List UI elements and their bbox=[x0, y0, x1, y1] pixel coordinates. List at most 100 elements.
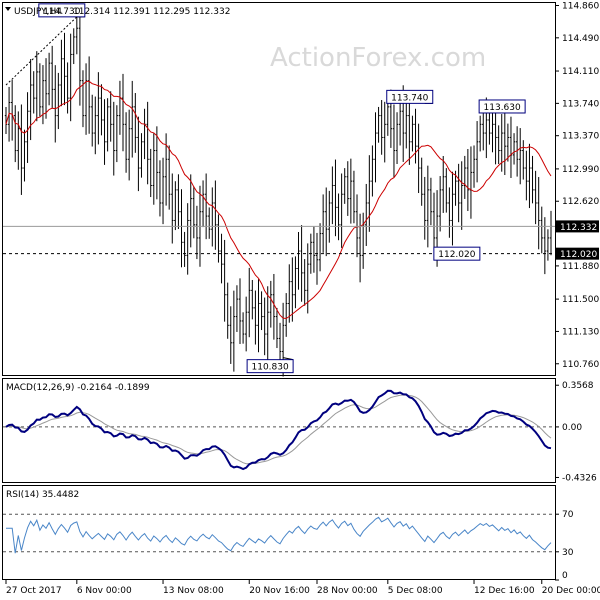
price-bar bbox=[426, 165, 430, 248]
price-bar bbox=[383, 101, 386, 163]
price-bar bbox=[522, 140, 525, 180]
price-bar bbox=[331, 166, 334, 225]
price-bar bbox=[66, 62, 69, 114]
price-bar bbox=[423, 176, 426, 240]
price-bar bbox=[429, 177, 433, 226]
price-bar bbox=[257, 279, 260, 353]
price-bar bbox=[97, 72, 100, 145]
price-bar bbox=[140, 133, 143, 178]
price-bar bbox=[395, 112, 399, 165]
price-bar bbox=[537, 177, 540, 250]
y-tick-label: 114.490 bbox=[562, 34, 599, 44]
y-tick-label: 114.110 bbox=[562, 67, 599, 77]
price-bar bbox=[491, 107, 494, 153]
price-bar bbox=[223, 239, 226, 322]
price-bar bbox=[248, 267, 251, 338]
price-bar bbox=[161, 157, 165, 225]
price-annotation: 114.730 bbox=[38, 3, 86, 18]
price-bar bbox=[50, 45, 54, 109]
price-bar bbox=[69, 33, 72, 122]
axis-labels: 114.860 114.490 114.110 113.740 113.370 112.9… bbox=[5, 1, 600, 596]
price-bar bbox=[478, 115, 482, 152]
price-bar bbox=[284, 293, 288, 337]
price-bar bbox=[171, 173, 174, 244]
price-bar bbox=[546, 229, 550, 261]
price-bar bbox=[497, 125, 500, 165]
price-bar bbox=[124, 112, 128, 173]
price-bar bbox=[365, 183, 368, 246]
price-bar bbox=[189, 174, 192, 248]
price-bar bbox=[460, 161, 463, 230]
chart-header: USDJPY,H4 112.314 112.391 112.295 112.33… bbox=[5, 7, 230, 17]
price-bar bbox=[328, 190, 331, 243]
symbol-label: USDJPY,H4 bbox=[14, 7, 62, 17]
moving-average-line bbox=[5, 80, 552, 320]
price-bar bbox=[303, 259, 306, 306]
price-bar bbox=[87, 56, 91, 134]
price-bar bbox=[515, 126, 519, 177]
x-tick-label: 13 Nov 08:00 bbox=[163, 586, 224, 596]
macd-signal-line bbox=[5, 394, 552, 465]
price-series: 114.730 110.830 113.740 112.020 113.630 bbox=[3, 3, 555, 377]
price-bar bbox=[374, 112, 377, 183]
x-tick-label: 28 Nov 00:00 bbox=[317, 586, 378, 596]
x-tick-label: 12 Dec 16:00 bbox=[474, 586, 535, 596]
price-bar bbox=[75, 12, 79, 55]
price-bar bbox=[275, 307, 279, 349]
rsi-tick-label: 70 bbox=[562, 510, 574, 520]
price-bar bbox=[269, 280, 273, 328]
macd-panel bbox=[2, 378, 556, 483]
price-bar bbox=[32, 71, 35, 114]
price-tag-label: 112.332 bbox=[560, 223, 597, 233]
price-bar bbox=[54, 65, 57, 143]
price-bar bbox=[519, 128, 522, 185]
annotation-label: 113.740 bbox=[391, 93, 428, 103]
price-bar bbox=[118, 80, 122, 135]
price-bar bbox=[509, 116, 513, 178]
price-tag bbox=[556, 247, 599, 260]
price-bar bbox=[294, 256, 297, 309]
price-bar bbox=[482, 108, 485, 151]
price-bar bbox=[334, 159, 337, 237]
macd-tick-label: -0.4326 bbox=[562, 473, 597, 483]
y-tick-label: 112.620 bbox=[562, 197, 599, 207]
price-bar bbox=[392, 104, 396, 178]
price-bar bbox=[38, 63, 42, 117]
price-bar bbox=[78, 5, 82, 106]
macd-title: MACD(12,26,9) -0.2164 -0.1899 bbox=[6, 383, 150, 393]
macd-tick-label: 0.00 bbox=[562, 423, 582, 433]
price-bar bbox=[10, 79, 14, 141]
price-bar bbox=[457, 163, 460, 223]
price-bar bbox=[232, 290, 236, 372]
price-bar bbox=[512, 133, 516, 165]
price-bar bbox=[251, 279, 254, 320]
macd-series bbox=[3, 389, 555, 471]
price-bar bbox=[17, 111, 20, 170]
price-bar bbox=[238, 278, 242, 345]
y-tick-label: 111.880 bbox=[562, 262, 599, 272]
price-bar bbox=[106, 98, 109, 152]
price-bar bbox=[112, 101, 115, 176]
price-bar bbox=[214, 180, 217, 250]
price-bar bbox=[177, 174, 180, 230]
price-bar bbox=[192, 186, 196, 239]
annotation-label: 114.730 bbox=[43, 7, 80, 17]
price-bar bbox=[488, 109, 491, 145]
price-bar bbox=[368, 155, 371, 232]
price-bar bbox=[405, 101, 408, 149]
y-tick-label: 111.130 bbox=[562, 327, 599, 337]
price-bar bbox=[229, 306, 232, 364]
y-tick-label: 113.740 bbox=[562, 99, 599, 109]
price-bar bbox=[411, 115, 414, 152]
price-bar bbox=[254, 290, 257, 345]
price-bar bbox=[201, 180, 205, 228]
price-bar bbox=[211, 187, 214, 247]
price-bar bbox=[377, 106, 380, 143]
price-bar bbox=[325, 187, 328, 257]
price-bar bbox=[217, 214, 220, 263]
price-bar bbox=[343, 168, 346, 204]
price-bar bbox=[408, 94, 411, 165]
price-bar bbox=[63, 32, 66, 106]
price-bar bbox=[29, 59, 32, 141]
